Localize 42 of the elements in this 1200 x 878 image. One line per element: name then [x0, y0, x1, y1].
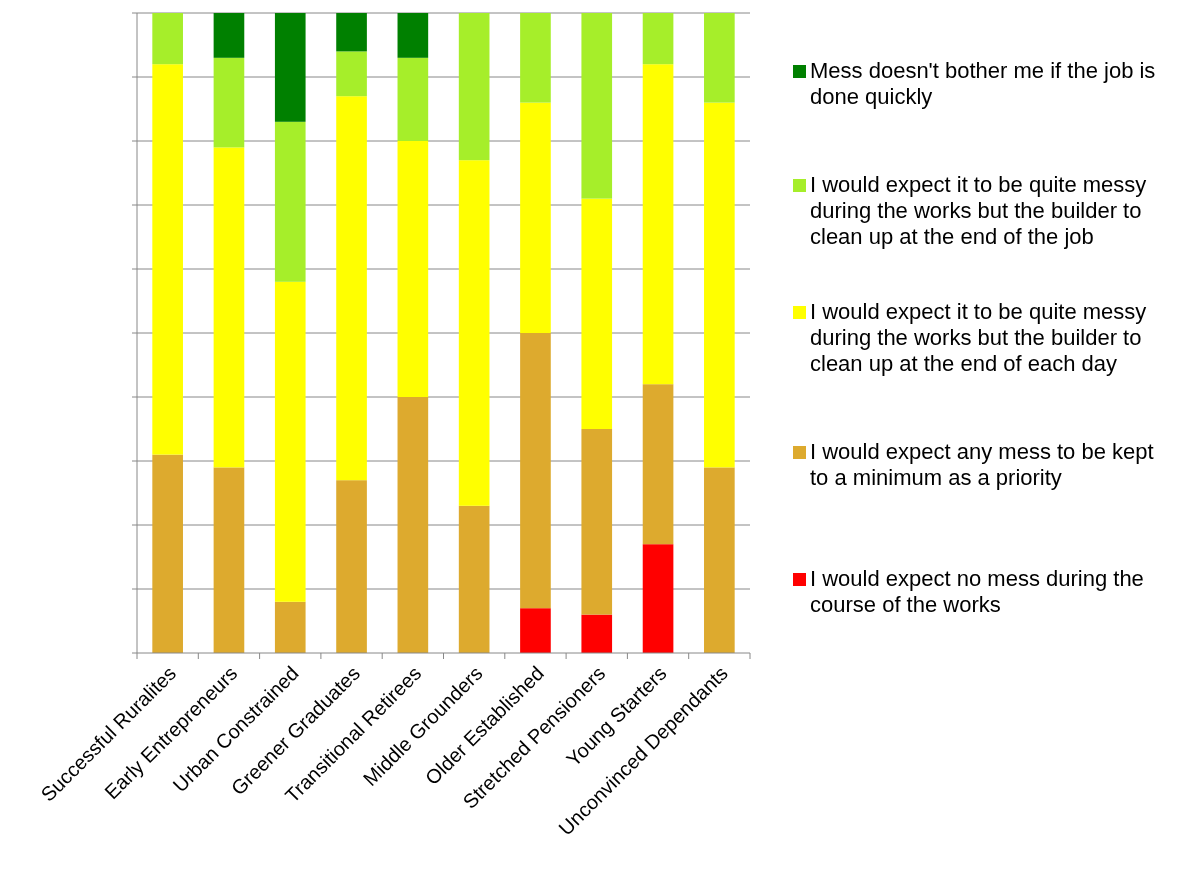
bar — [152, 13, 183, 65]
bar — [581, 429, 613, 615]
bar — [213, 13, 245, 58]
bar — [274, 601, 306, 653]
bar — [274, 281, 306, 602]
bar — [213, 147, 245, 468]
legend-label: I would expect any mess to be kept to a minimum as a priority — [810, 439, 1154, 490]
legend-label: I would expect it to be quite messy during the works but the builder to clean up at the end of each day — [810, 299, 1147, 376]
legend-label: I would expect it to be quite messy during the works but the builder to clean up at the end of the job — [810, 172, 1147, 249]
bar — [274, 121, 306, 282]
bar — [520, 608, 551, 653]
bar — [581, 614, 613, 653]
legend-label: Mess doesn't bother me if the job is done quickly — [810, 58, 1156, 109]
bar — [520, 333, 551, 609]
bar — [336, 51, 367, 97]
bar — [458, 160, 490, 506]
bar — [397, 57, 429, 141]
bar — [642, 13, 674, 65]
bar — [642, 64, 674, 385]
bar — [520, 102, 551, 333]
bar — [642, 544, 674, 653]
bar — [520, 13, 551, 103]
bar — [336, 13, 367, 52]
bar — [458, 13, 490, 161]
bar — [581, 13, 613, 199]
bar — [274, 13, 306, 122]
bar — [336, 96, 367, 481]
bar — [704, 467, 735, 653]
bar — [336, 480, 367, 653]
bar — [581, 198, 613, 429]
bar — [152, 454, 183, 653]
bar — [213, 57, 245, 148]
bar — [458, 505, 490, 653]
bar — [397, 141, 429, 397]
bar — [397, 397, 429, 653]
bar — [642, 384, 674, 545]
bar — [704, 13, 735, 103]
legend-label: I would expect no mess during the course of the works — [810, 566, 1144, 617]
bar — [152, 64, 183, 455]
bar — [704, 102, 735, 468]
bar — [397, 13, 429, 58]
bar — [213, 467, 245, 653]
